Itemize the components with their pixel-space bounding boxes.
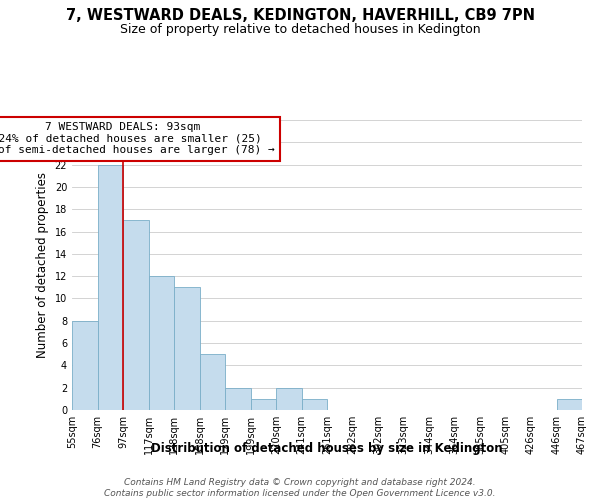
Bar (251, 399, 276, 410)
Bar (199, 354, 225, 410)
Text: Contains HM Land Registry data © Crown copyright and database right 2024.
Contai: Contains HM Land Registry data © Crown c… (104, 478, 496, 498)
Bar (225, 388, 251, 410)
Bar (174, 288, 199, 410)
Text: Distribution of detached houses by size in Kedington: Distribution of detached houses by size … (151, 442, 503, 455)
Y-axis label: Number of detached properties: Number of detached properties (36, 172, 49, 358)
Text: 7 WESTWARD DEALS: 93sqm
← 24% of detached houses are smaller (25)
76% of semi-de: 7 WESTWARD DEALS: 93sqm ← 24% of detache… (0, 122, 275, 156)
Bar (276, 388, 302, 410)
Text: Size of property relative to detached houses in Kedington: Size of property relative to detached ho… (119, 22, 481, 36)
Bar (123, 220, 149, 410)
Text: 7, WESTWARD DEALS, KEDINGTON, HAVERHILL, CB9 7PN: 7, WESTWARD DEALS, KEDINGTON, HAVERHILL,… (65, 8, 535, 22)
Bar (149, 276, 174, 410)
Bar (557, 399, 582, 410)
Bar (72, 321, 97, 410)
Bar (302, 399, 327, 410)
Bar (97, 164, 123, 410)
